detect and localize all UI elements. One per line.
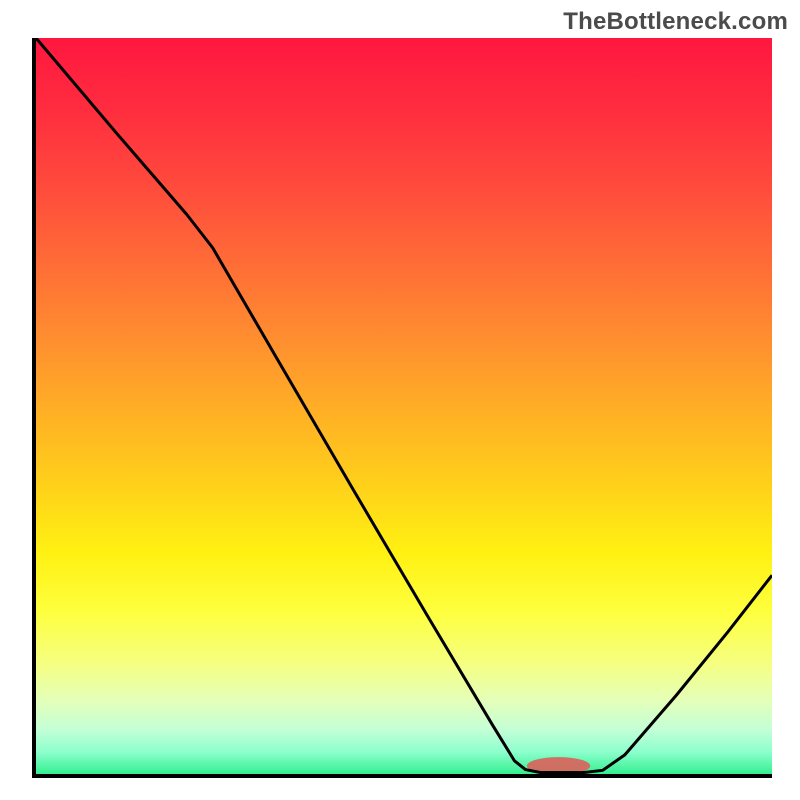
chart-container: TheBottleneck.com (0, 0, 800, 800)
bottleneck-chart-svg (32, 38, 772, 778)
gradient-background (36, 38, 772, 774)
plot-area (32, 38, 772, 778)
watermark-text: TheBottleneck.com (563, 8, 788, 36)
